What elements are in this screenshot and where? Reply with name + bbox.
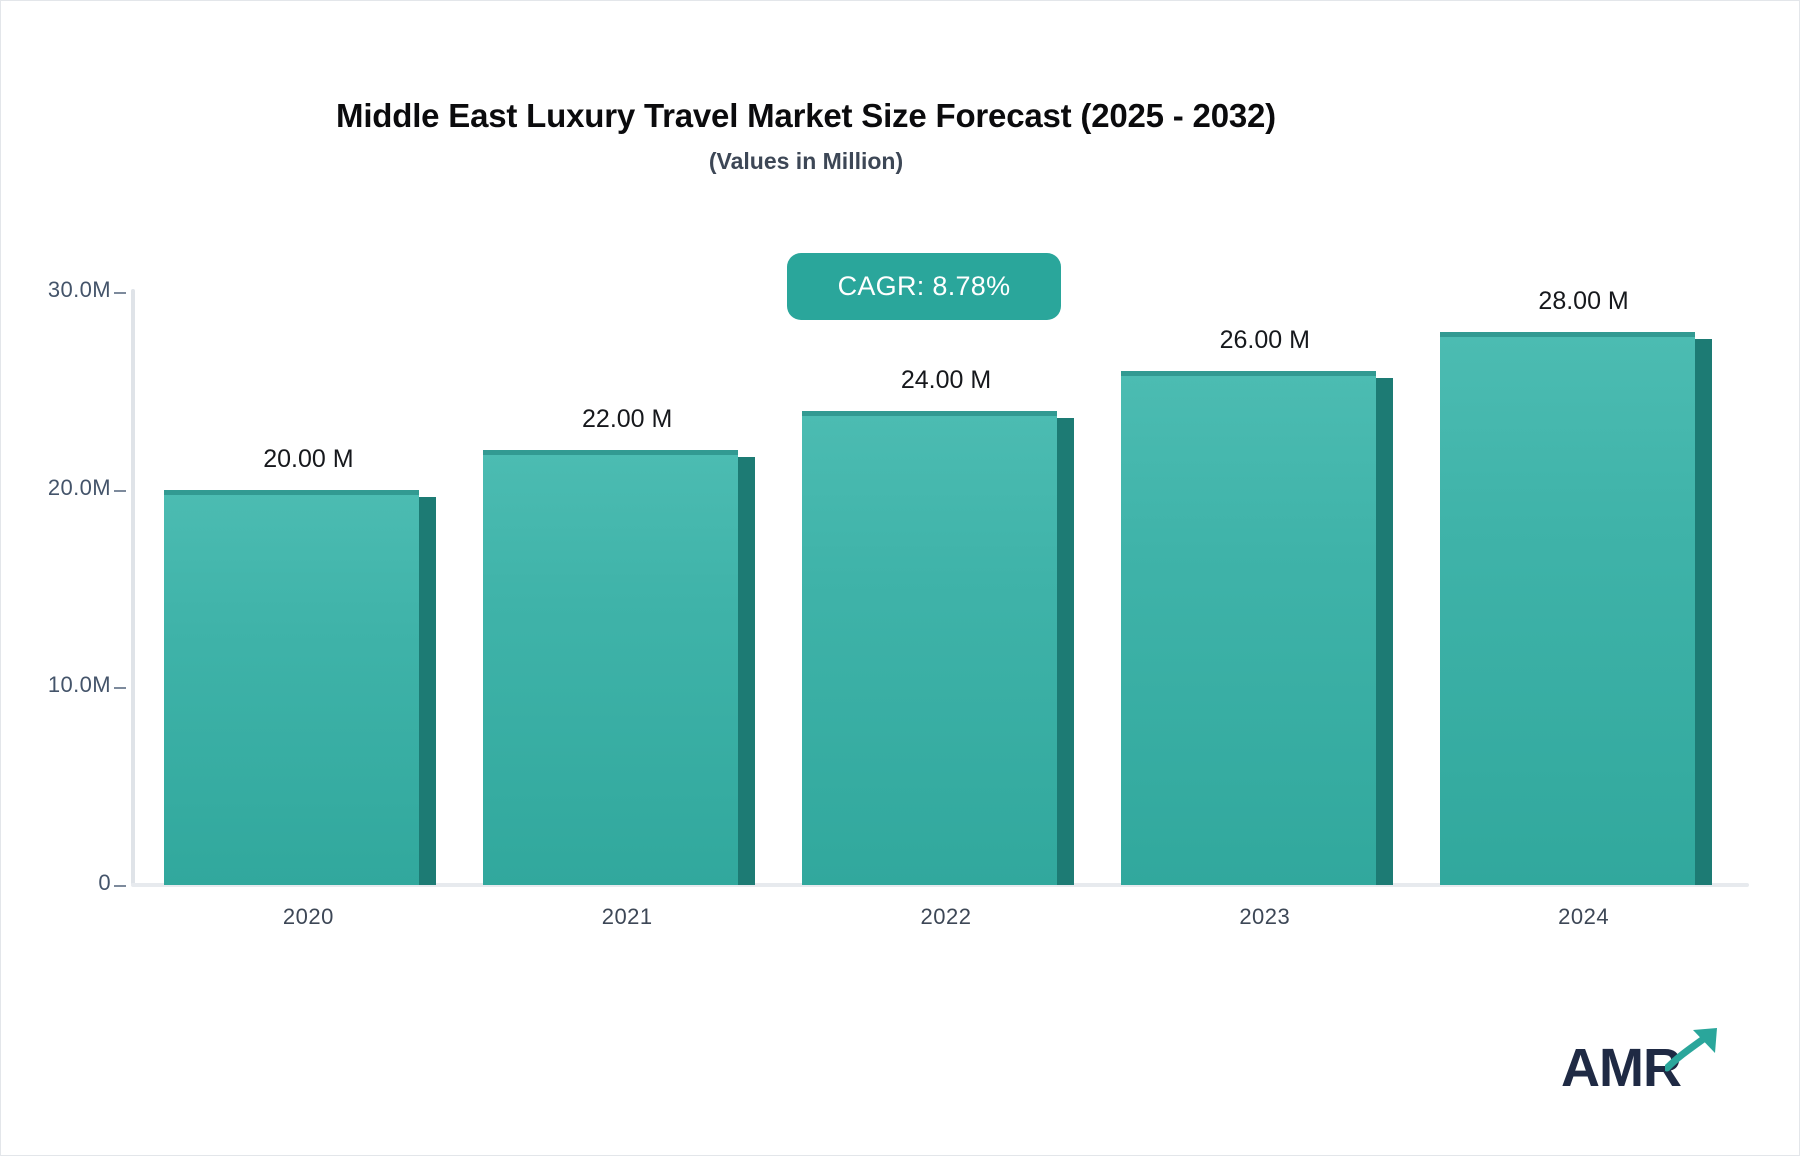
- y-axis-tick-label: 0: [98, 870, 111, 895]
- bar-side-face: [419, 496, 437, 885]
- x-axis-tick-label: 2020: [282, 904, 334, 929]
- amr-logo: AMR: [1561, 1028, 1741, 1098]
- cagr-badge: CAGR: 8.78%: [787, 253, 1061, 320]
- bar-2020[interactable]: [164, 489, 437, 885]
- y-axis-tick-label: 30.0M: [47, 277, 111, 302]
- page-title: Middle East Luxury Travel Market Size Fo…: [336, 97, 1276, 134]
- bar-top-edge: [802, 410, 1057, 416]
- y-axis-tick-label: 20.0M: [47, 474, 111, 500]
- y-axis-tick-mark: [114, 885, 126, 887]
- bar-2021[interactable]: [483, 450, 756, 885]
- bar-face: [802, 410, 1057, 885]
- x-axis-line: [131, 883, 1749, 887]
- bar-side-face: [1375, 378, 1393, 885]
- bar-side-face: [1057, 417, 1074, 885]
- y-axis-tick-mark: [114, 687, 126, 690]
- bar-2022[interactable]: [802, 410, 1074, 885]
- chart-subtitle: (Values in Million): [708, 148, 904, 174]
- bar-top-edge: [483, 450, 739, 456]
- bar-value-label: 22.00 M: [582, 405, 673, 434]
- bar-side-face: [738, 457, 756, 885]
- x-axis-tick-label: 2022: [920, 904, 972, 929]
- bar-value-label: 20.00 M: [263, 444, 354, 473]
- x-axis-tick-label: 2021: [601, 904, 653, 929]
- bar-top-edge: [1120, 371, 1376, 377]
- bar-top-edge: [1439, 331, 1695, 337]
- bar-face: [164, 489, 420, 885]
- bar-value-label: 24.00 M: [900, 365, 992, 394]
- y-axis-tick-mark: [114, 489, 126, 492]
- bar-value-label: 26.00 M: [1219, 326, 1310, 355]
- x-axis-tick-label: 2024: [1558, 904, 1610, 929]
- bar-2023[interactable]: [1120, 371, 1393, 885]
- bar-side-face: [1694, 338, 1712, 885]
- cagr-badge-label: CAGR: 8.78%: [837, 271, 1011, 301]
- x-axis-tick-label: 2023: [1239, 904, 1291, 929]
- bar-value-label: 28.00 M: [1538, 286, 1629, 315]
- bar-2024[interactable]: [1439, 331, 1712, 885]
- bar-face: [1439, 331, 1695, 885]
- y-axis-line: [131, 289, 135, 885]
- amr-logo-text: AMR: [1561, 1038, 1682, 1098]
- y-axis-tick-mark: [114, 292, 126, 294]
- bar-face: [483, 450, 739, 885]
- y-axis-tick-label: 10.0M: [47, 672, 111, 698]
- trend-up-arrow-icon: [1663, 1026, 1725, 1077]
- bar-face: [1120, 371, 1376, 885]
- bar-top-edge: [164, 489, 420, 495]
